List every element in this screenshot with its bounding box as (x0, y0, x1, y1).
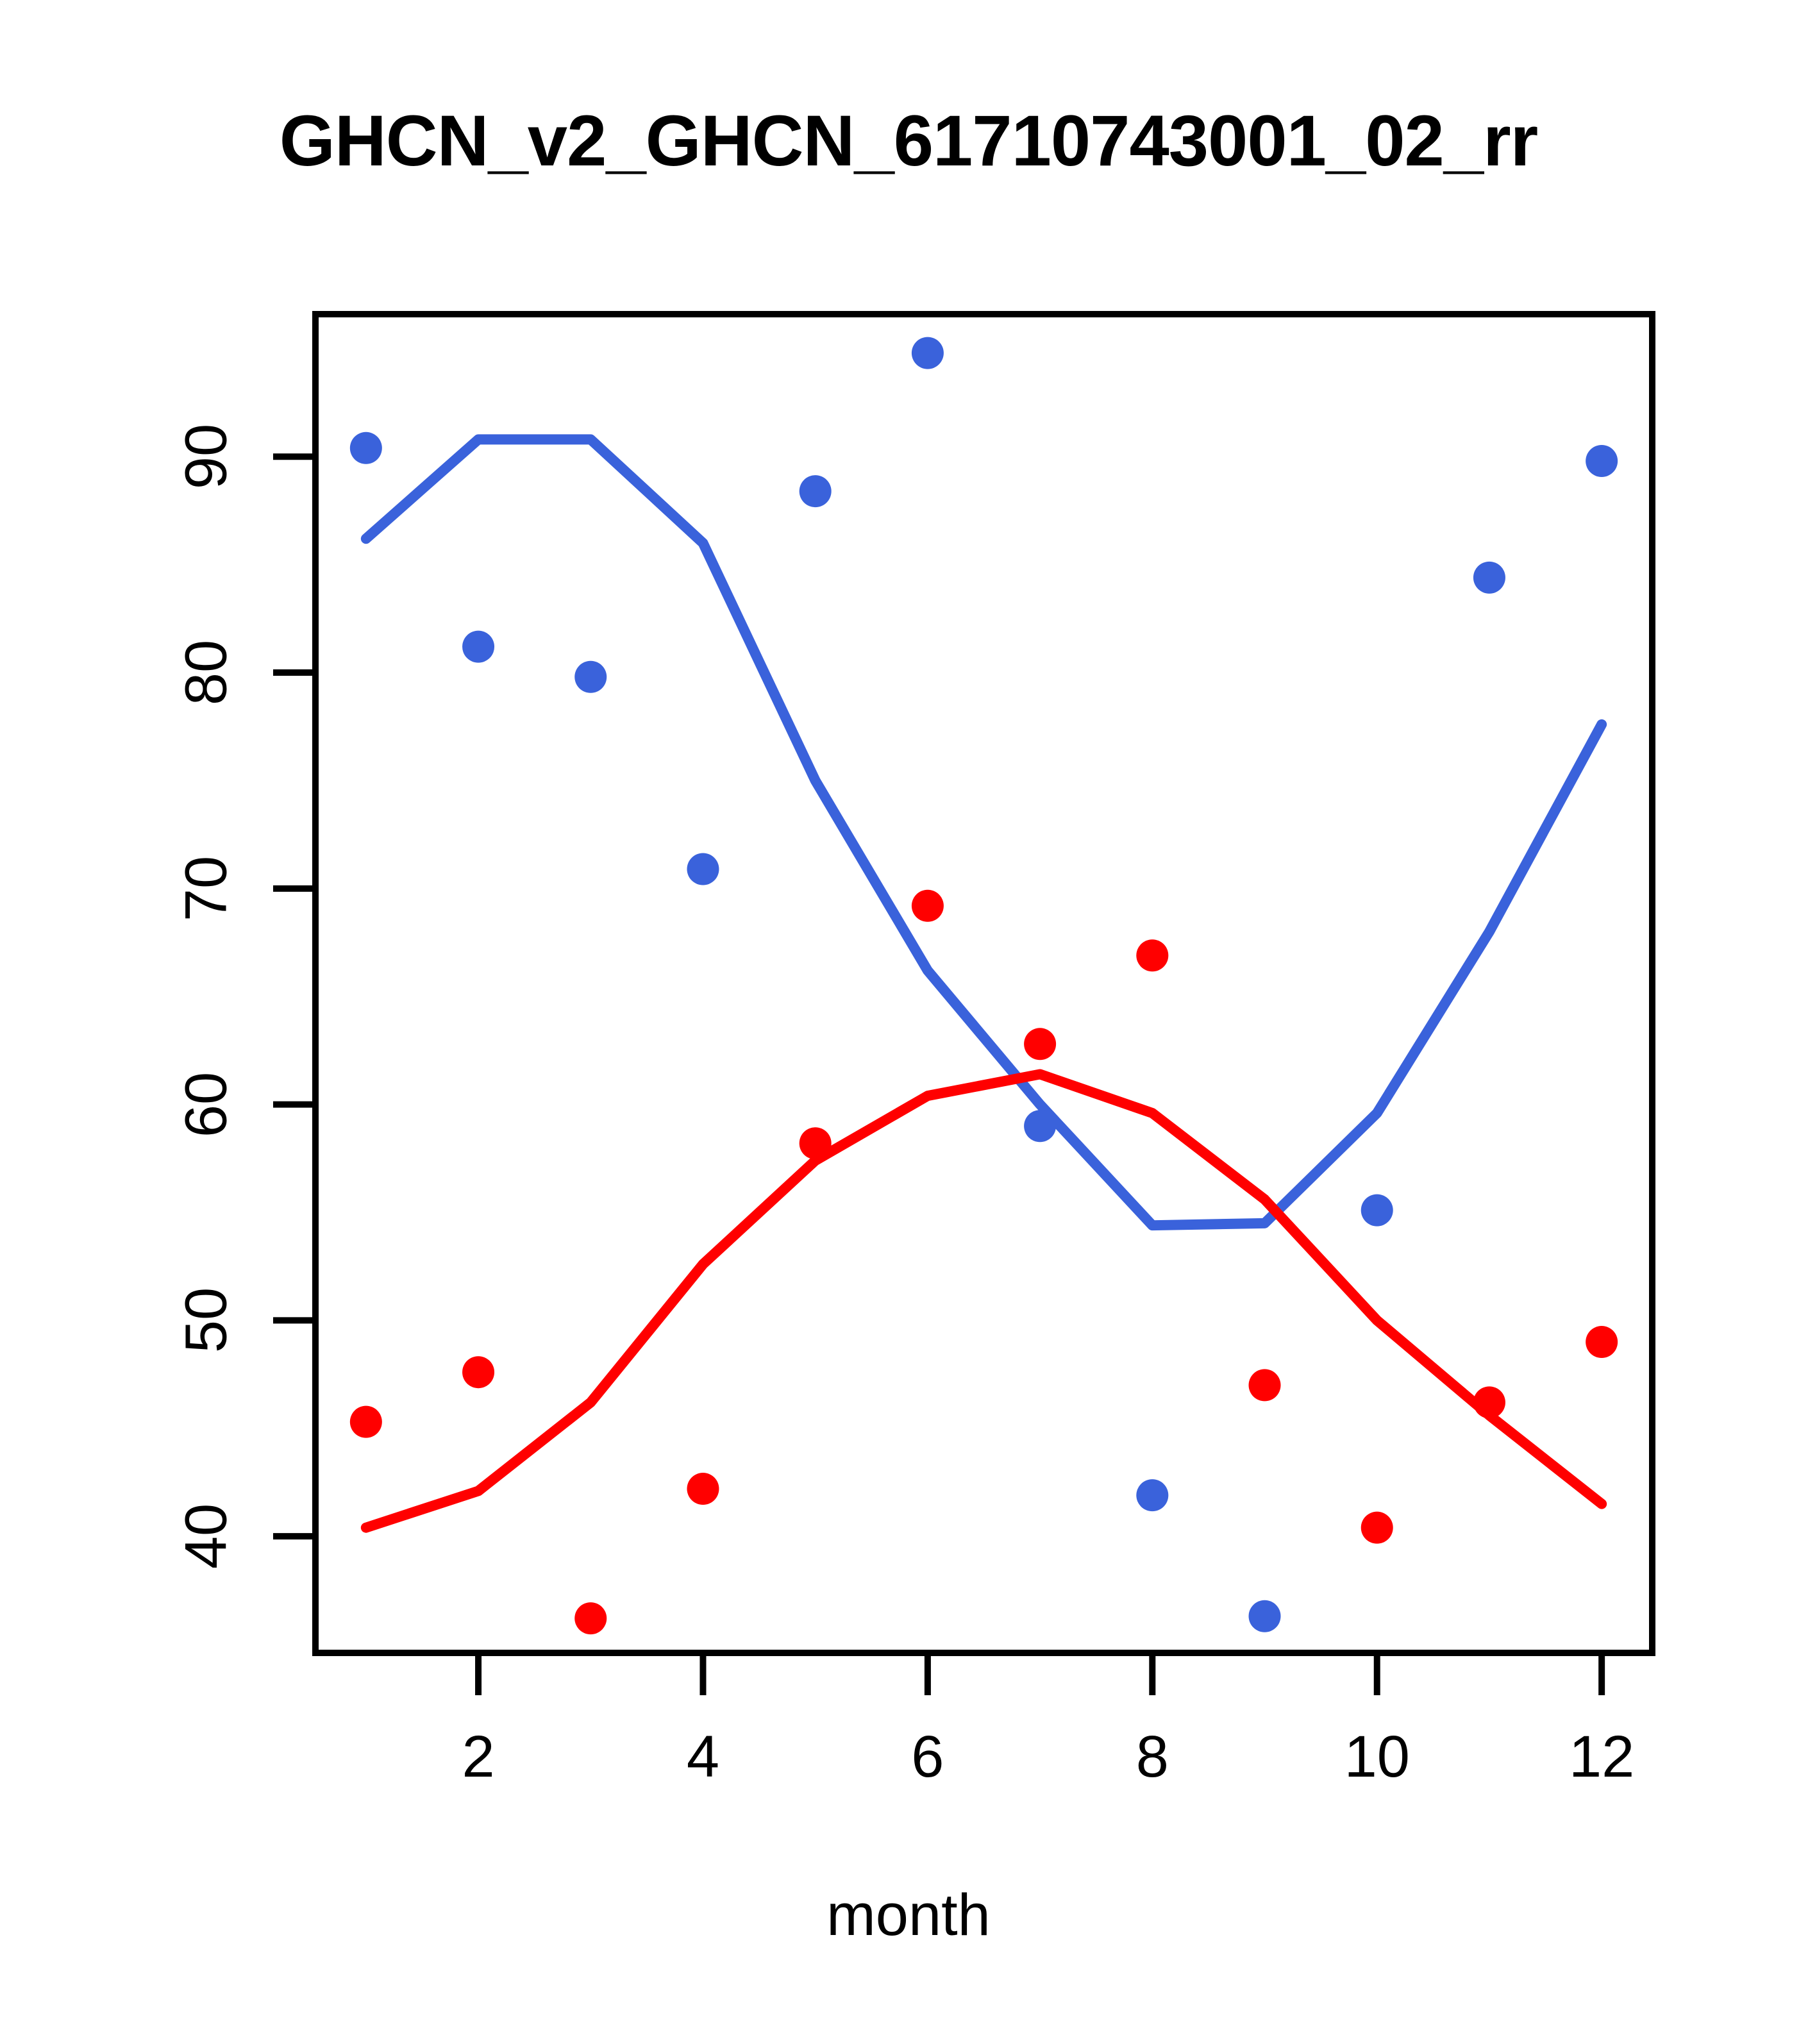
y-tick-label: 60 (173, 1071, 239, 1137)
data-point-blue-points (911, 337, 944, 369)
x-tick-label: 6 (911, 1724, 944, 1789)
x-axis-label: month (826, 1882, 991, 1948)
y-tick-label-wrap: 60 (173, 1071, 240, 1137)
data-point-red-points (911, 889, 944, 922)
data-point-blue-points (799, 475, 832, 508)
data-point-red-points (687, 1473, 719, 1505)
data-point-red-points (1473, 1386, 1505, 1419)
x-tick-label: 2 (462, 1724, 495, 1789)
data-point-blue-points (1248, 1600, 1281, 1632)
data-point-blue-points (687, 853, 719, 885)
y-axis-ticks (273, 453, 315, 1540)
data-point-red-points (1361, 1511, 1393, 1544)
y-tick-label: 90 (173, 424, 239, 490)
x-tick-label: 8 (1135, 1724, 1169, 1789)
data-point-blue-points (349, 431, 382, 464)
data-point-red-points (349, 1405, 382, 1438)
y-tick-label-wrap: 50 (173, 1287, 240, 1353)
series-line-red-line (360, 1069, 1607, 1533)
series-line-blue-line (360, 434, 1607, 1231)
data-point-red-points (574, 1602, 607, 1635)
series-lines (360, 434, 1607, 1533)
data-point-red-points (1248, 1369, 1281, 1402)
data-point-blue-points (462, 630, 495, 663)
y-tick-label-wrap: 90 (173, 424, 240, 489)
y-tick-label: 50 (173, 1287, 239, 1353)
page-title: GHCN_v2_GHCN_61710743001_02_rr (279, 101, 1538, 181)
data-point-red-points (462, 1356, 495, 1389)
data-point-blue-points (1024, 1110, 1057, 1143)
y-tick-label: 80 (173, 639, 239, 706)
data-point-blue-points (1136, 1479, 1169, 1512)
data-point-red-points (1136, 939, 1169, 972)
x-axis-ticks (475, 1653, 1605, 1695)
data-point-blue-points (1361, 1194, 1393, 1227)
y-tick-label-wrap: 80 (173, 640, 240, 705)
x-tick-label: 4 (686, 1724, 720, 1789)
axis-box (312, 311, 1655, 1656)
y-tick-label: 70 (173, 855, 239, 921)
data-point-red-points (799, 1127, 832, 1160)
y-tick-label-wrap: 40 (173, 1504, 240, 1569)
plot-border (312, 311, 1655, 1656)
y-tick-label-wrap: 70 (173, 856, 240, 921)
data-point-blue-points (1586, 445, 1618, 478)
data-point-blue-points (574, 660, 607, 693)
data-point-red-points (1024, 1028, 1057, 1060)
x-tick-label: 12 (1568, 1724, 1635, 1789)
series-points (349, 337, 1618, 1635)
y-tick-label: 40 (173, 1503, 239, 1570)
x-tick-label: 10 (1344, 1724, 1410, 1789)
data-point-red-points (1586, 1326, 1618, 1359)
data-point-blue-points (1473, 561, 1505, 594)
